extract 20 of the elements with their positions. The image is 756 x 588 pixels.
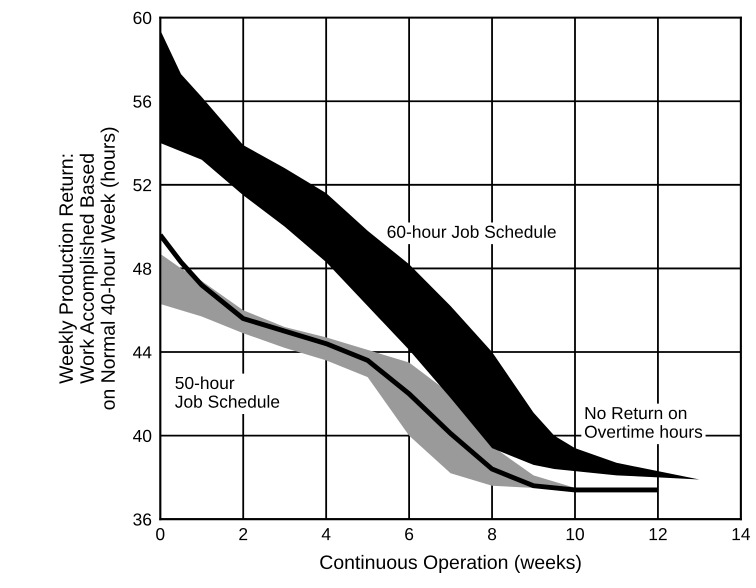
x-tick-label: 0 (156, 528, 164, 540)
y-tick-label: 56 (133, 95, 152, 108)
y-tick-label: 40 (133, 430, 152, 442)
x-tick-label: 2 (239, 528, 248, 540)
x-tick-label: 12 (650, 528, 667, 540)
x-tick-label: 8 (488, 528, 496, 540)
y-tick-label: 48 (133, 262, 152, 275)
text: 50-hour Job Schedule (175, 376, 280, 408)
legend-label: 60-hour Job Schedule (388, 225, 556, 238)
x-axis-title: Continuous Operation (weeks) (320, 554, 581, 573)
y-tick-label: 60 (134, 12, 152, 24)
annotation: No Return on Overtime hours (584, 407, 702, 438)
x-tick-label: 4 (322, 528, 330, 540)
y-tick-label: 44 (133, 346, 152, 358)
y-axis-title: Weekly Production Return: Work Accomplished Based on Normal 40-hour Week (hours) (58, 128, 119, 410)
y-tick-label: 52 (133, 178, 152, 192)
x-tick-label: 6 (405, 528, 414, 540)
x-tick-label: 14 (732, 528, 750, 540)
x-tick-label: 10 (566, 528, 584, 540)
y-tick-label: 36 (133, 513, 152, 526)
